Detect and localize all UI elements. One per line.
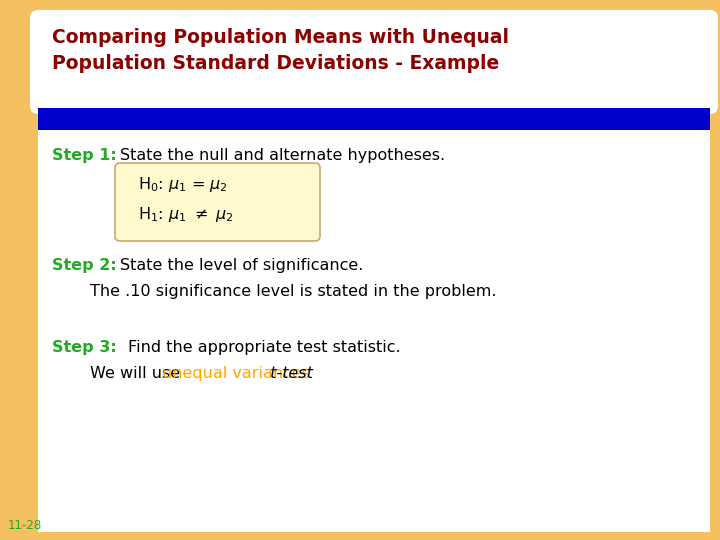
Text: Step 2:: Step 2: bbox=[52, 258, 128, 273]
Bar bbox=[38, 108, 710, 130]
Text: The .10 significance level is stated in the problem.: The .10 significance level is stated in … bbox=[90, 284, 497, 299]
Text: Comparing Population Means with Unequal
Population Standard Deviations - Example: Comparing Population Means with Unequal … bbox=[52, 28, 509, 73]
Text: Step 3:: Step 3: bbox=[52, 340, 134, 355]
FancyBboxPatch shape bbox=[30, 10, 718, 114]
Text: unequal variances: unequal variances bbox=[162, 366, 310, 381]
Text: State the level of significance.: State the level of significance. bbox=[120, 258, 364, 273]
Text: H$_1$: $\mu_1$ $\neq$ $\mu_2$: H$_1$: $\mu_1$ $\neq$ $\mu_2$ bbox=[138, 205, 234, 224]
FancyBboxPatch shape bbox=[115, 163, 320, 241]
Bar bbox=[38, 122, 710, 532]
Text: We will use: We will use bbox=[90, 366, 185, 381]
Text: Find the appropriate test statistic.: Find the appropriate test statistic. bbox=[128, 340, 400, 355]
Text: t-test: t-test bbox=[265, 366, 313, 381]
Text: 11-28: 11-28 bbox=[8, 519, 42, 532]
Text: H$_0$: $\mu_1$ = $\mu_2$: H$_0$: $\mu_1$ = $\mu_2$ bbox=[138, 175, 228, 194]
Text: Step 1:: Step 1: bbox=[52, 148, 128, 163]
Text: State the null and alternate hypotheses.: State the null and alternate hypotheses. bbox=[120, 148, 445, 163]
